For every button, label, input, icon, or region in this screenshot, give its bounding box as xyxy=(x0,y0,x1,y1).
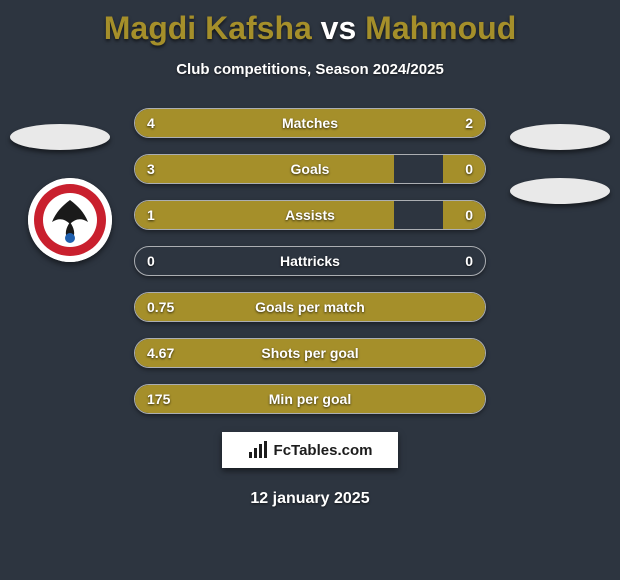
stat-label: Goals xyxy=(135,154,485,184)
stat-label: Assists xyxy=(135,200,485,230)
stat-row: 4.67Shots per goal xyxy=(134,338,486,368)
footer-date: 12 january 2025 xyxy=(0,490,620,508)
comparison-chart: 42Matches 30Goals 10Assists 00Hattricks 0.75… xyxy=(0,108,620,414)
stat-label: Min per goal xyxy=(135,384,485,414)
brand-text: FcTables.com xyxy=(274,442,373,459)
stat-row: 0.75Goals per match xyxy=(134,292,486,322)
stat-row: 175Min per goal xyxy=(134,384,486,414)
title-player-left: Magdi Kafsha xyxy=(104,10,312,46)
stat-label: Goals per match xyxy=(135,292,485,322)
title-player-right: Mahmoud xyxy=(365,10,516,46)
brand-badge: FcTables.com xyxy=(222,432,398,468)
stat-label: Hattricks xyxy=(135,246,485,276)
stat-row: 10Assists xyxy=(134,200,486,230)
brand-bars-icon xyxy=(248,441,270,459)
page-title: Magdi Kafsha vs Mahmoud xyxy=(0,0,620,47)
page-subtitle: Club competitions, Season 2024/2025 xyxy=(0,61,620,78)
title-vs: vs xyxy=(312,10,365,46)
stat-label: Shots per goal xyxy=(135,338,485,368)
stat-row: 00Hattricks xyxy=(134,246,486,276)
stat-label: Matches xyxy=(135,108,485,138)
stat-row: 42Matches xyxy=(134,108,486,138)
stat-row: 30Goals xyxy=(134,154,486,184)
